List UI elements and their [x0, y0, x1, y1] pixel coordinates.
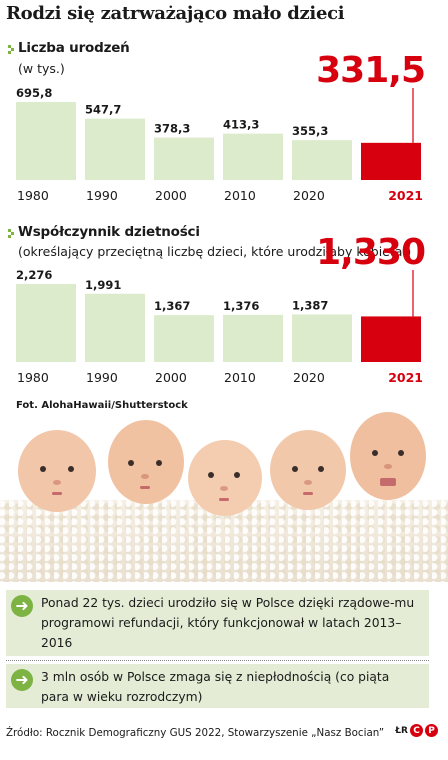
data-label-2010: 1,376 — [223, 299, 259, 313]
tick-label-2020: 2020 — [293, 370, 325, 385]
source-note: Źródło: Rocznik Demograficzny GUS 2022, … — [6, 727, 385, 739]
chart-2-title: Współczynnik dzietności — [18, 224, 200, 240]
bar-1980 — [16, 102, 76, 180]
logo-c-icon: C — [410, 724, 423, 737]
fertility-bar-chart: 1980 2,276 1990 1,991 2000 1,367 2010 1,376 2020… — [16, 232, 426, 385]
fact-box-1: ➜ Ponad 22 tys. dzieci urodziło się w Po… — [6, 590, 429, 656]
arrow-right-icon: ➜ — [11, 669, 33, 691]
baby-3 — [188, 440, 262, 516]
data-label-2021: 1,330 — [316, 232, 425, 273]
logo-initials: ŁR — [395, 725, 408, 736]
data-label-1980: 695,8 — [16, 86, 52, 100]
tick-label-2000: 2000 — [155, 188, 187, 203]
baby-5 — [350, 412, 426, 500]
data-label-2021: 331,5 — [316, 50, 425, 91]
data-label-2000: 1,367 — [154, 299, 190, 313]
tick-label-2021: 2021 — [388, 188, 423, 203]
publisher-logo: ŁR C P — [395, 724, 438, 737]
divider — [6, 660, 429, 661]
chart-2-subtitle: (określający przeciętną liczbę dzieci, k… — [18, 244, 412, 259]
bar-2000 — [154, 137, 214, 180]
page-title: Rodzi się zatrważająco mało dzieci — [6, 3, 345, 24]
bar-2010 — [223, 314, 283, 362]
tick-label-2020: 2020 — [293, 188, 325, 203]
fact-text-1: Ponad 22 tys. dzieci urodziło się w Pols… — [41, 596, 415, 650]
bar-1990 — [85, 293, 145, 362]
data-label-2020: 1,387 — [292, 298, 328, 312]
bar-2020 — [292, 140, 352, 180]
section-marker-icon — [8, 229, 17, 238]
chart-1-subtitle: (w tys.) — [18, 61, 65, 76]
bar-2010 — [223, 133, 283, 180]
bar-1990 — [85, 118, 145, 180]
data-label-1990: 1,991 — [85, 278, 121, 292]
section-marker-icon — [8, 45, 17, 54]
data-label-1980: 2,276 — [16, 268, 52, 282]
tick-label-2021: 2021 — [388, 370, 423, 385]
fact-text-2: 3 mln osób w Polsce zmaga się z niepłodn… — [41, 670, 390, 704]
arrow-right-icon: ➜ — [11, 595, 33, 617]
bar-2021 — [361, 316, 421, 362]
logo-p-icon: P — [425, 724, 438, 737]
tick-label-1990: 1990 — [86, 370, 118, 385]
data-label-2000: 378,3 — [154, 122, 190, 136]
tick-label-1980: 1980 — [17, 188, 49, 203]
baby-2 — [108, 420, 184, 504]
tick-label-1980: 1980 — [17, 370, 49, 385]
chart-1-title: Liczba urodzeń — [18, 40, 130, 56]
births-bar-chart: 1980 695,8 1990 547,7 2000 378,3 2010 413,3 2020… — [16, 50, 426, 203]
tick-label-2010: 2010 — [224, 188, 256, 203]
tick-label-1990: 1990 — [86, 188, 118, 203]
fact-box-2: ➜ 3 mln osób w Polsce zmaga się z niepło… — [6, 664, 429, 708]
bar-2020 — [292, 314, 352, 362]
tick-label-2000: 2000 — [155, 370, 187, 385]
babies-photo — [0, 412, 448, 582]
baby-1 — [18, 430, 96, 512]
bar-2021 — [361, 142, 421, 180]
baby-4 — [270, 430, 346, 510]
bar-1980 — [16, 284, 76, 362]
data-label-1990: 547,7 — [85, 103, 121, 117]
data-label-2010: 413,3 — [223, 118, 259, 132]
photo-credit: Fot. AlohaHawaii/Shutterstock — [16, 400, 188, 411]
data-label-2020: 355,3 — [292, 124, 328, 138]
bar-2000 — [154, 315, 214, 362]
tick-label-2010: 2010 — [224, 370, 256, 385]
